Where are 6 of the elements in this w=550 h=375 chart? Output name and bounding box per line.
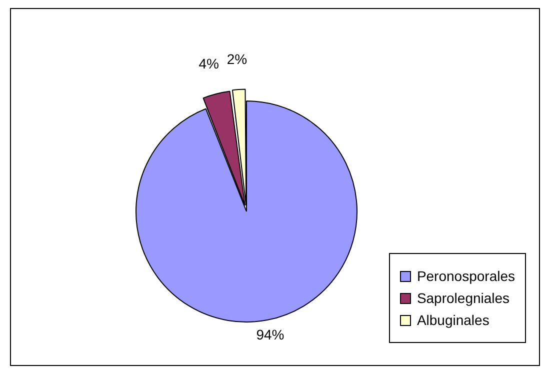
legend-label: Peronosporales [416, 268, 515, 284]
data-label: 94% [256, 326, 284, 343]
data-label: 2% [226, 51, 248, 68]
data-label: 4% [198, 56, 219, 72]
legend-label: Saprolegniales [416, 290, 510, 306]
legend-label: Albuginales [416, 312, 490, 328]
